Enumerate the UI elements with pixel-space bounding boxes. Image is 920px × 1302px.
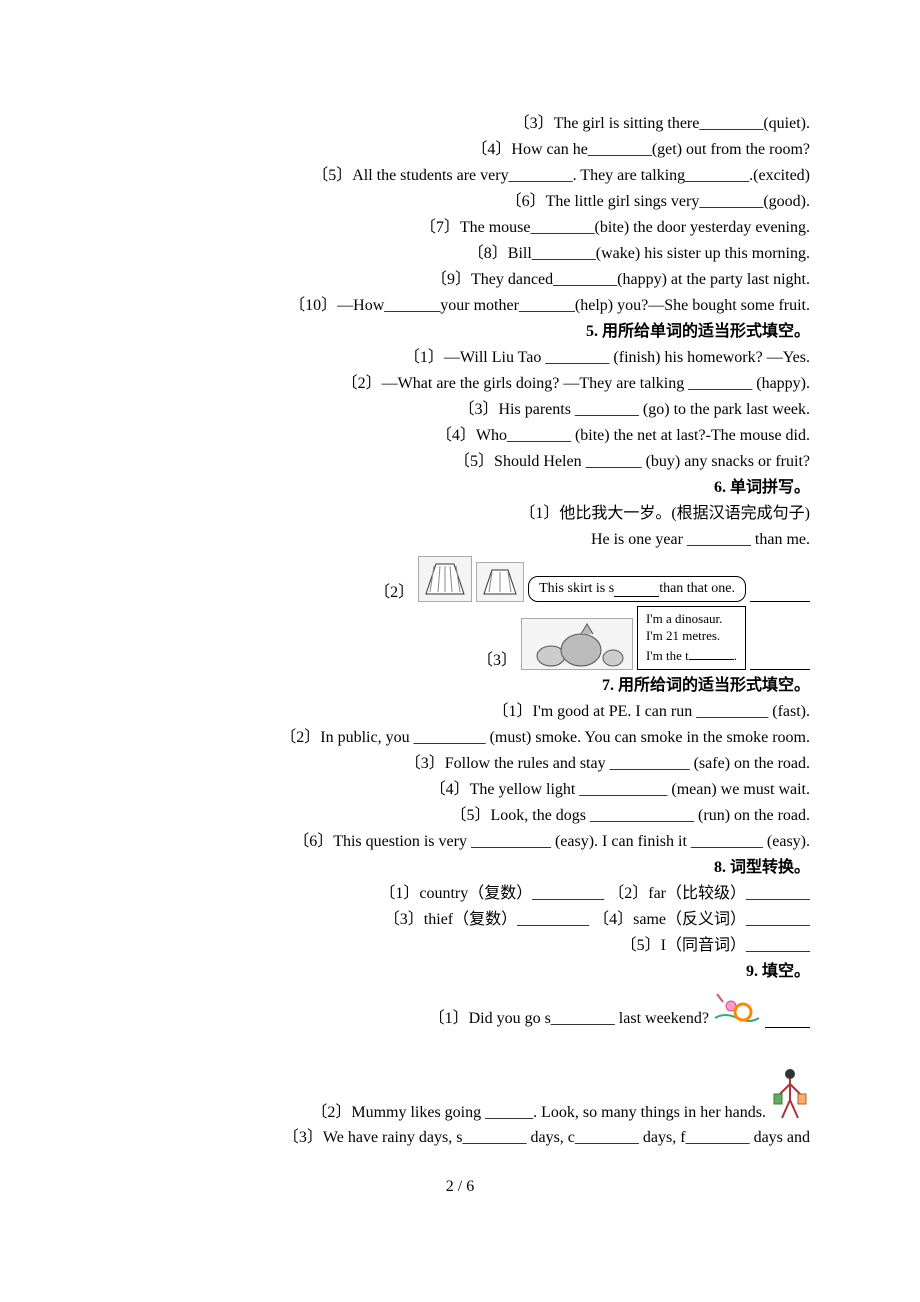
s9-2-text: 〔2〕Mummy likes going ______. Look, so ma… [311,1098,766,1122]
heading-5: 5. 用所给单词的适当形式填空。 [110,320,810,344]
s5-4: 〔4〕Who________ (bite) the net at last?-T… [110,424,810,448]
s7-2: 〔2〕In public, you _________ (must) smoke… [110,726,810,750]
s8-1: 〔1〕country（复数）_________ 〔2〕far（比较级）_____… [110,882,810,906]
s6-3-box-l2: I'm 21 metres. [646,628,737,645]
s9-1-row: 〔1〕Did you go s________ last weekend? [110,988,810,1028]
s6-2-row: 〔2〕 This skirt is s than that one. [110,556,810,602]
q3: 〔3〕The girl is sitting there________(qui… [110,112,810,136]
s6-3-box-l1: I'm a dinosaur. [646,611,737,628]
q10: 〔10〕—How_______your mother_______(help) … [110,294,810,318]
s5-3: 〔3〕His parents ________ (go) to the park… [110,398,810,422]
q4: 〔4〕How can he________(get) out from the … [110,138,810,162]
s7-5: 〔5〕Look, the dogs _____________ (run) on… [110,804,810,828]
s6-2-bubble: This skirt is s than that one. [528,576,746,602]
s5-2: 〔2〕—What are the girls doing? —They are … [110,372,810,396]
q5: 〔5〕All the students are very________. Th… [110,164,810,188]
s6-1a: 〔1〕他比我大一岁。(根据汉语完成句子) [110,502,810,526]
s8-2: 〔3〕thief（复数）_________ 〔4〕same（反义词）______… [110,908,810,932]
s6-1b: He is one year ________ than me. [110,528,810,552]
blank [689,645,734,660]
s6-2-bubble-pre: This skirt is s [539,581,614,597]
dinosaur-icon [521,618,633,670]
s6-2-label: 〔2〕 [374,578,414,602]
q9: 〔9〕They danced________(happy) at the par… [110,268,810,292]
heading-8: 8. 词型转换。 [110,856,810,880]
q6: 〔6〕The little girl sings very________(go… [110,190,810,214]
swimming-icon [713,988,761,1028]
heading-7: 7. 用所给词的适当形式填空。 [110,674,810,698]
s6-2-bubble-post: than that one. [659,581,735,597]
s9-2-row: 〔2〕Mummy likes going ______. Look, so ma… [110,1066,810,1122]
s9-3: 〔3〕We have rainy days, s________ days, c… [110,1126,810,1150]
s6-3-box: I'm a dinosaur. I'm 21 metres. I'm the t… [637,606,746,670]
s7-6: 〔6〕This question is very __________ (eas… [110,830,810,854]
skirt-small-icon [476,562,524,602]
s6-3-row: 〔3〕 I'm a dinosaur. I'm 21 metres. I'm t… [110,606,810,670]
shopping-icon [770,1066,810,1122]
s6-3-box-l3-pre: I'm the t [646,648,689,663]
s6-3-label: 〔3〕 [477,646,517,670]
heading-6: 6. 单词拼写。 [110,476,810,500]
s8-3: 〔5〕I（同音词）________ [110,934,810,958]
skirt-icon [418,556,472,602]
trailing-blank [765,1013,810,1028]
s6-3-box-l3-post: . [734,648,737,663]
s7-4: 〔4〕The yellow light ___________ (mean) w… [110,778,810,802]
s9-1-text: 〔1〕Did you go s________ last weekend? [429,1004,709,1028]
s7-3: 〔3〕Follow the rules and stay __________ … [110,752,810,776]
page-number: 2 / 6 [110,1178,810,1196]
heading-9: 9. 填空。 [110,960,810,984]
s7-1: 〔1〕I'm good at PE. I can run _________ (… [110,700,810,724]
blank [614,582,659,597]
s5-1: 〔1〕—Will Liu Tao ________ (finish) his h… [110,346,810,370]
s5-5: 〔5〕Should Helen _______ (buy) any snacks… [110,450,810,474]
q8: 〔8〕Bill________(wake) his sister up this… [110,242,810,266]
trailing-blank [750,655,810,670]
s6-3-box-l3: I'm the t. [646,645,737,665]
trailing-blank [750,587,810,602]
q7: 〔7〕The mouse________(bite) the door yest… [110,216,810,240]
